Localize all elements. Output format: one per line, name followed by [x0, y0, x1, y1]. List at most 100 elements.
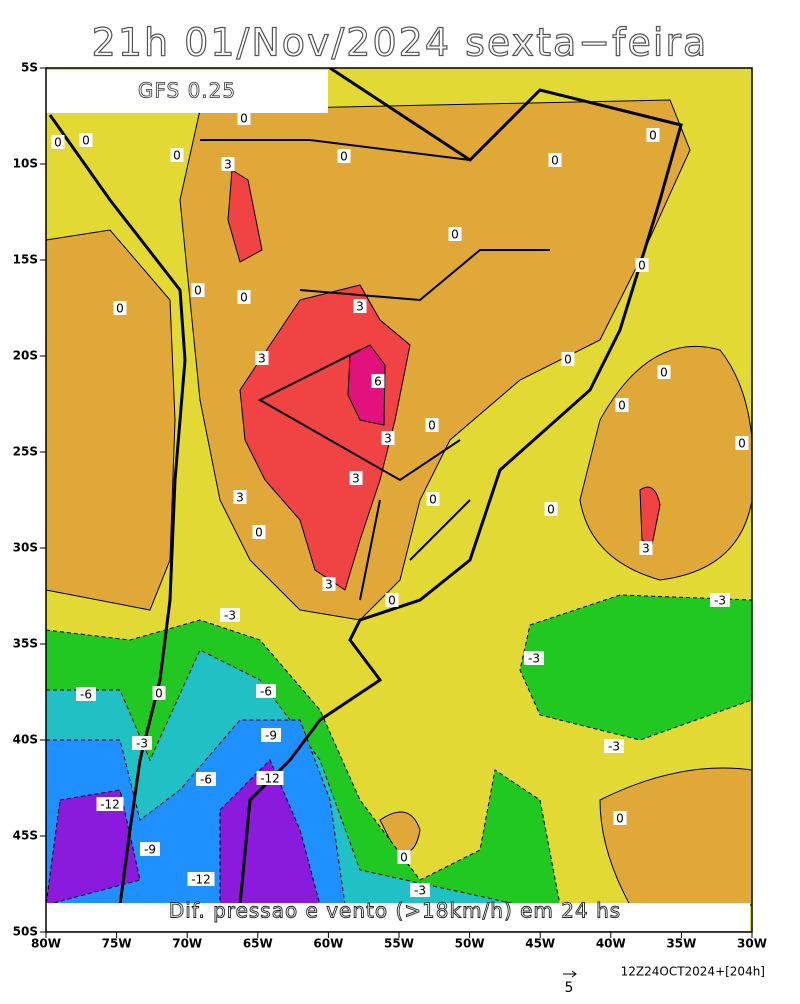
contour-label: 0	[388, 594, 396, 608]
contour-label-box	[140, 842, 160, 856]
contour-label-box	[397, 850, 411, 864]
contour-label: 0	[551, 154, 559, 168]
contour-label-box	[76, 687, 96, 701]
contour-label: 0	[340, 150, 348, 164]
y-tick-label: 15S	[13, 253, 38, 267]
y-tick-label: 35S	[13, 637, 38, 651]
contour-label: 0	[547, 503, 555, 517]
contour-label: 0	[618, 399, 626, 413]
y-tick-label: 40S	[13, 733, 38, 747]
contour-label: -12	[100, 798, 120, 812]
y-tick-label: 50S	[13, 925, 38, 939]
contour-label: 0	[429, 493, 437, 507]
x-tick-label: 80W	[31, 937, 61, 951]
contour-label-box	[635, 258, 649, 272]
scale-arrow-head	[571, 970, 577, 978]
contour-label: 0	[638, 259, 646, 273]
contour-label: 0	[116, 302, 124, 316]
contour-label-box	[337, 149, 351, 163]
field-orange	[599, 767, 752, 906]
contour-label: 0	[400, 851, 408, 865]
coastline	[238, 68, 683, 906]
contour-label-box	[255, 351, 269, 365]
contour-label: -9	[265, 729, 277, 743]
x-tick-label: 45W	[525, 937, 555, 951]
x-tick-label: 50W	[455, 937, 485, 951]
contour-label: 0	[451, 228, 459, 242]
contour-label-box	[561, 352, 575, 366]
contour-label: 0	[616, 812, 624, 826]
contour-label: 3	[384, 432, 392, 446]
contour-label: -12	[191, 873, 211, 887]
contour-label-box	[735, 436, 749, 450]
field-red	[227, 169, 263, 263]
contour-label-box	[237, 290, 251, 304]
contour-label: 0	[255, 526, 263, 540]
caption: Dif. pressao e vento (>18km/h) em 24 hs	[169, 899, 621, 923]
contour-label: 0	[660, 366, 668, 380]
contour-label: 0	[173, 149, 181, 163]
y-tick-label: 20S	[13, 349, 38, 363]
contour-label: -6	[200, 773, 212, 787]
contour-label: 6	[374, 375, 382, 389]
contour-label-box	[152, 686, 166, 700]
contour-label: 0	[738, 437, 746, 451]
contour-label-box	[548, 153, 562, 167]
contour-label-box	[256, 771, 284, 785]
field-orange	[46, 229, 176, 611]
contour-label: 3	[236, 491, 244, 505]
x-tick-label: 70W	[172, 937, 202, 951]
contour-label: -12	[260, 772, 280, 786]
contour-label-box	[381, 431, 395, 445]
borders	[200, 139, 550, 601]
vector-scale: 5	[565, 980, 574, 996]
contour-label-box	[113, 301, 127, 315]
x-tick-label: 55W	[384, 937, 414, 951]
field-purple	[46, 789, 141, 906]
caption-box	[46, 903, 750, 931]
contour-label-box	[524, 651, 544, 665]
x-tick-label: 35W	[666, 937, 696, 951]
x-tick-label: 60W	[313, 937, 343, 951]
y-tick-label: 45S	[13, 829, 38, 843]
field-purple	[219, 759, 321, 906]
model-label: GFS 0.25	[138, 79, 236, 103]
contour-label-box	[349, 471, 363, 485]
contour-label: 3	[642, 542, 650, 556]
contour-label-box	[233, 490, 247, 504]
contour-label: 0	[54, 136, 62, 150]
contour-label-box	[132, 736, 152, 750]
model-box	[46, 70, 328, 113]
coastline	[48, 114, 187, 906]
contour-label: -9	[144, 843, 156, 857]
contour-label-box	[221, 157, 235, 171]
contour-label-box	[646, 128, 660, 142]
contour-label-box	[191, 283, 205, 297]
contour-label: 0	[240, 291, 248, 305]
contour-label-box	[96, 797, 124, 811]
contour-label-box	[448, 227, 462, 241]
run-label: 12Z24OCT2024+[204h]	[621, 965, 765, 979]
field	[46, 68, 752, 932]
contour-label-box	[196, 772, 216, 786]
contour-label-box	[544, 502, 558, 516]
x-tick-label: 65W	[243, 937, 273, 951]
contour-label: 0	[155, 687, 163, 701]
contour-label-box	[639, 541, 653, 555]
field-magenta	[347, 344, 386, 426]
contour-label-box	[79, 133, 93, 147]
field-red	[639, 486, 661, 546]
contour-label: 3	[258, 352, 266, 366]
contour-label: 0	[428, 419, 436, 433]
contour-label: 3	[325, 578, 333, 592]
contour-label: 3	[356, 300, 364, 314]
contour-label-box	[353, 299, 367, 313]
y-tick-label: 30S	[13, 541, 38, 555]
contour-label-box	[425, 418, 439, 432]
contour-label-box	[256, 684, 276, 698]
contour-label: -6	[260, 685, 272, 699]
contour-label-box	[170, 148, 184, 162]
x-tick-label: 75W	[102, 937, 132, 951]
